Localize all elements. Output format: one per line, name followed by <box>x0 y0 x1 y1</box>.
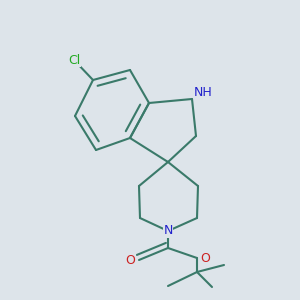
Text: Cl: Cl <box>68 53 80 67</box>
Text: O: O <box>200 251 210 265</box>
Text: NH: NH <box>194 85 212 98</box>
Text: O: O <box>125 254 135 268</box>
Text: N: N <box>163 224 173 238</box>
